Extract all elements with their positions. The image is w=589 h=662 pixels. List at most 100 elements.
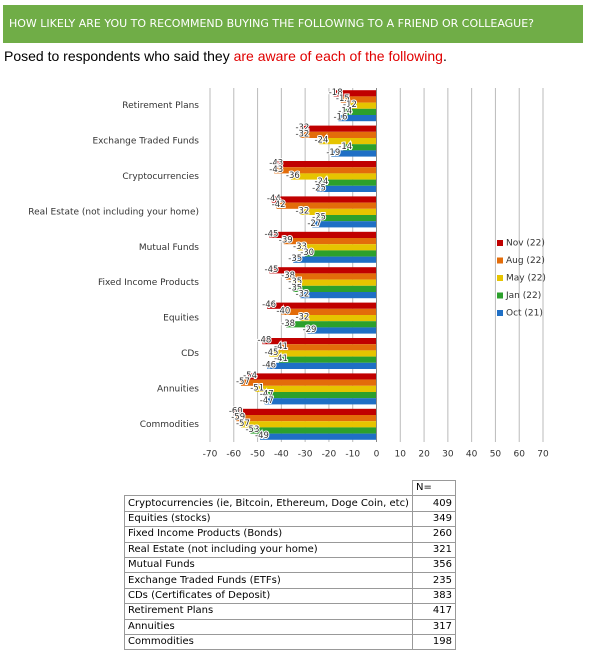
data-label: -15 xyxy=(336,94,350,104)
data-label: -16 xyxy=(333,113,347,123)
legend-swatch xyxy=(497,240,503,246)
category-label: Fixed Income Products xyxy=(98,278,199,288)
table-cell: Retirement Plans xyxy=(124,603,413,620)
subtitle-highlight: are aware of each of the following xyxy=(233,48,443,64)
legend-swatch xyxy=(497,275,503,281)
bar xyxy=(278,344,377,351)
legend-label: May (22) xyxy=(506,274,546,284)
data-label: -32 xyxy=(295,290,309,300)
table-cell: 409 xyxy=(411,495,456,512)
table-cell: 321 xyxy=(411,541,456,558)
table-row: Annuities 317 xyxy=(124,618,456,635)
chart: -70 -60 -50 -40 -30 -20 -10 0 10 20 30 40 50 60 70 Reti… xyxy=(28,87,549,460)
bar xyxy=(259,433,377,440)
data-label: -42 xyxy=(272,200,286,210)
category-label: Cryptocurrencies xyxy=(122,172,199,182)
subtitle-text: Posed to respondents who said they xyxy=(4,48,234,64)
legend-swatch xyxy=(497,257,503,264)
data-label: -32 xyxy=(295,313,309,323)
data-label: -45 xyxy=(265,265,279,275)
table-cell: Annuities xyxy=(124,618,413,635)
bar xyxy=(233,408,377,415)
table-cell: 198 xyxy=(411,633,456,651)
data-label: -46 xyxy=(262,300,276,310)
bar xyxy=(300,125,377,132)
table-cell: 317 xyxy=(411,618,456,635)
n-table: N= Cryptocurrencies (ie, Bitcoin, Ethereu… xyxy=(124,479,456,651)
data-label: -41 xyxy=(274,342,288,352)
table-cell: Mutual Funds xyxy=(124,556,413,574)
bar xyxy=(305,250,377,257)
data-label: -45 xyxy=(265,348,279,358)
bar xyxy=(278,356,377,363)
category-label: Mutual Funds xyxy=(139,243,199,253)
data-label: -48 xyxy=(257,336,271,346)
bar xyxy=(293,256,377,263)
table-row: Equities (stocks) 349 xyxy=(124,510,456,528)
legend-label: Aug (22) xyxy=(506,256,545,266)
bar xyxy=(269,267,377,274)
x-tick-label: -20 xyxy=(322,450,337,460)
bar xyxy=(293,285,377,292)
bar xyxy=(300,208,377,215)
bar xyxy=(262,338,377,345)
bar xyxy=(264,392,377,399)
legend-swatch xyxy=(497,292,503,299)
table-row: Real Estate (not including your home) 321 xyxy=(124,541,456,558)
data-label: -24 xyxy=(314,136,328,146)
bar xyxy=(264,398,377,405)
table-cell: Real Estate (not including your home) xyxy=(124,541,413,558)
table-cell xyxy=(124,480,413,497)
bar xyxy=(283,238,377,245)
x-tick-label: -10 xyxy=(345,450,360,460)
data-label: -43 xyxy=(269,159,283,169)
category-label: CDs xyxy=(181,349,199,359)
table-cell: Commodities xyxy=(124,633,413,651)
data-label: -35 xyxy=(288,254,302,264)
bar xyxy=(286,321,377,328)
data-label: -36 xyxy=(286,171,300,181)
bar xyxy=(319,138,377,145)
data-label: -27 xyxy=(307,219,321,229)
data-label: -57 xyxy=(236,419,250,429)
data-label: -29 xyxy=(303,325,317,335)
bar xyxy=(312,221,377,228)
x-tick-label: -70 xyxy=(203,450,218,460)
bar xyxy=(274,161,377,168)
bar xyxy=(307,327,377,334)
data-label: -45 xyxy=(265,229,279,239)
table-row: CDs (Certificates of Deposit) 383 xyxy=(124,587,456,605)
table-cell: 235 xyxy=(411,572,456,589)
data-label: -32 xyxy=(295,129,309,139)
bar xyxy=(276,202,377,209)
bar xyxy=(240,421,377,428)
data-label: -54 xyxy=(243,371,257,381)
bar xyxy=(250,427,377,434)
x-tick-label: 50 xyxy=(490,450,502,460)
bar xyxy=(274,167,377,174)
table-cell: CDs (Certificates of Deposit) xyxy=(124,587,413,605)
bar xyxy=(333,90,377,97)
x-tick-label: -40 xyxy=(274,450,289,460)
category-label: Real Estate (not including your home) xyxy=(28,207,199,217)
data-label: -14 xyxy=(338,142,352,152)
bar xyxy=(298,244,377,251)
table-cell: N= xyxy=(411,479,456,497)
category-label: Retirement Plans xyxy=(122,101,199,111)
category-label: Equities xyxy=(163,314,199,324)
bar xyxy=(286,273,377,280)
data-label: -35 xyxy=(288,283,302,293)
data-label: -53 xyxy=(245,425,259,435)
bar xyxy=(300,315,377,322)
x-tick-label: 60 xyxy=(513,450,525,460)
data-label: -43 xyxy=(269,165,283,175)
data-label: -39 xyxy=(279,236,293,246)
table-cell: 356 xyxy=(411,556,456,574)
bar xyxy=(343,144,377,151)
bar xyxy=(319,179,377,186)
data-label: -59 xyxy=(231,413,245,423)
bar xyxy=(248,373,377,380)
bar xyxy=(317,215,377,222)
bar xyxy=(347,102,377,109)
data-label: -47 xyxy=(260,390,274,400)
